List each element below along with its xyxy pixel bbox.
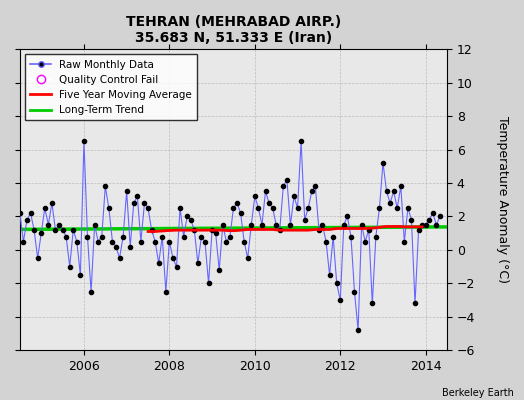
Y-axis label: Temperature Anomaly (°C): Temperature Anomaly (°C) (496, 116, 509, 283)
Text: Berkeley Earth: Berkeley Earth (442, 388, 514, 398)
Legend: Raw Monthly Data, Quality Control Fail, Five Year Moving Average, Long-Term Tren: Raw Monthly Data, Quality Control Fail, … (25, 54, 198, 120)
Title: TEHRAN (MEHRABAD AIRP.)
35.683 N, 51.333 E (Iran): TEHRAN (MEHRABAD AIRP.) 35.683 N, 51.333… (126, 15, 341, 45)
